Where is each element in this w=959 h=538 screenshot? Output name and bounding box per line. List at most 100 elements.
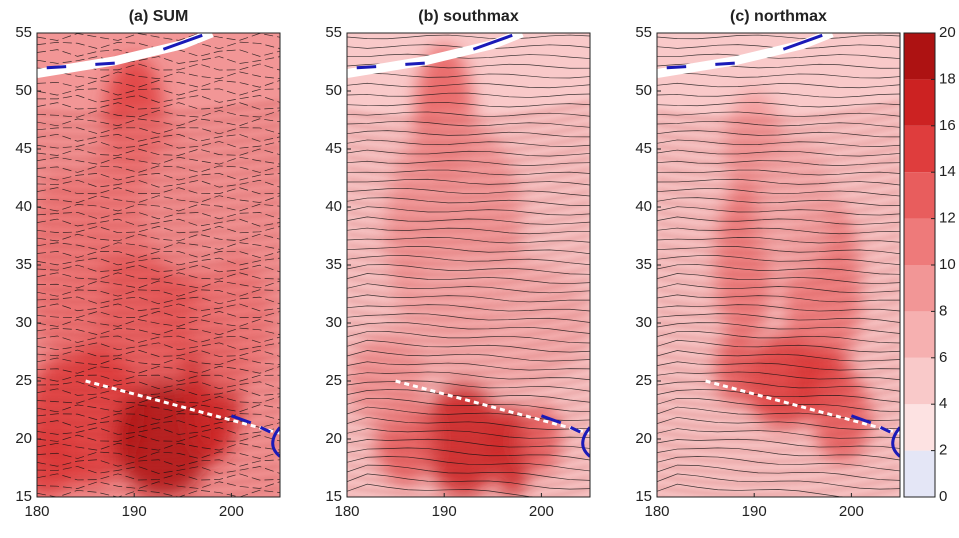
wave-stripe: [37, 354, 280, 370]
y-tick-label: 55: [15, 24, 32, 41]
colorbar-level: [904, 172, 935, 219]
contour: [347, 283, 590, 294]
wave-stripe: [347, 354, 590, 376]
wave-stripe: [657, 189, 900, 211]
wave-stripe: [657, 431, 900, 453]
contour: [347, 92, 590, 98]
wave-stripe: [657, 123, 900, 145]
contour: [657, 178, 900, 186]
wave-stripe: [657, 464, 900, 486]
y-tick-label: 15: [325, 488, 342, 505]
wave-stripe: [347, 123, 590, 145]
contour: [347, 371, 590, 381]
colorbar-tick-label: 12: [939, 210, 956, 227]
contour: [347, 111, 590, 117]
wave-stripe: [37, 453, 280, 469]
contour: [37, 404, 280, 413]
y-tick-label: 35: [325, 256, 342, 273]
wave-stripe: [347, 134, 590, 156]
x-tick-label: 190: [122, 503, 147, 520]
contour: [347, 178, 590, 186]
island-band: [705, 379, 900, 435]
contour: [37, 459, 280, 467]
contour: [657, 149, 900, 157]
contour: [347, 304, 590, 312]
wave-stripe: [347, 453, 590, 475]
contour: [347, 397, 590, 413]
contour: [37, 56, 280, 64]
x-tick-label: 180: [334, 503, 359, 520]
contour: [347, 438, 590, 449]
contour: [37, 156, 280, 165]
contour: [37, 427, 280, 435]
contour: [347, 255, 590, 266]
wave-stripe: [37, 112, 280, 128]
contour: [347, 72, 590, 79]
x-tick-label: 200: [529, 503, 554, 520]
contour: [37, 187, 280, 195]
wave-stripe: [347, 431, 590, 453]
contour: [347, 483, 590, 497]
chart-title: (a) SUM: [129, 8, 189, 25]
contour: [347, 206, 590, 216]
y-tick-label: 35: [15, 256, 32, 273]
contour: [657, 102, 900, 108]
contour: [37, 102, 280, 110]
wave-stripe: [657, 442, 900, 464]
wave-stripe: [347, 486, 590, 497]
contour: [37, 211, 280, 220]
contour: [657, 255, 900, 266]
contour: [657, 264, 900, 275]
wave-stripe: [657, 101, 900, 123]
contour: [347, 322, 590, 334]
contour: [37, 366, 280, 374]
chart-title: (c) northmax: [730, 8, 827, 25]
y-tick-label: 15: [15, 488, 32, 505]
wave-stripe: [347, 101, 590, 123]
contour: [347, 53, 590, 59]
contour: [37, 33, 280, 41]
wave-stripe: [657, 112, 900, 134]
wave-stripe: [347, 365, 590, 387]
wave-stripe: [37, 189, 280, 205]
contour: [347, 149, 590, 157]
contour: [657, 246, 900, 255]
y-tick-label: 15: [635, 488, 652, 505]
field: [37, 33, 280, 497]
contour: [657, 464, 900, 481]
contour: [657, 294, 900, 303]
wave-stripe: [657, 475, 900, 497]
contour: [37, 80, 280, 88]
wave-stripe: [37, 211, 280, 227]
contour: [347, 350, 590, 362]
contour: [657, 160, 900, 166]
contour: [657, 130, 900, 138]
contour: [657, 120, 900, 128]
wave-stripe: [657, 354, 900, 376]
wave-stripe: [347, 387, 590, 409]
contour: [37, 148, 280, 156]
y-tick-label: 25: [15, 372, 32, 389]
contour: [347, 197, 590, 206]
wave-stripe: [347, 222, 590, 244]
contour: [657, 216, 900, 225]
contour: [37, 335, 280, 343]
contour: [657, 304, 900, 312]
wave-stripe: [657, 167, 900, 189]
wave-stripe: [37, 233, 280, 249]
x-tick-label: 180: [644, 503, 669, 520]
wave-stripe: [657, 145, 900, 167]
contour: [37, 118, 280, 127]
contour: [657, 82, 900, 89]
wave-stripe: [37, 288, 280, 304]
contour: [657, 53, 900, 59]
colorbar-level: [904, 33, 935, 80]
contour: [37, 327, 280, 336]
contour: [37, 95, 280, 103]
y-tick-label: 20: [15, 430, 32, 447]
contour: [347, 34, 590, 40]
contour: [347, 102, 590, 108]
contour: [347, 294, 590, 303]
y-tick-label: 25: [325, 372, 342, 389]
